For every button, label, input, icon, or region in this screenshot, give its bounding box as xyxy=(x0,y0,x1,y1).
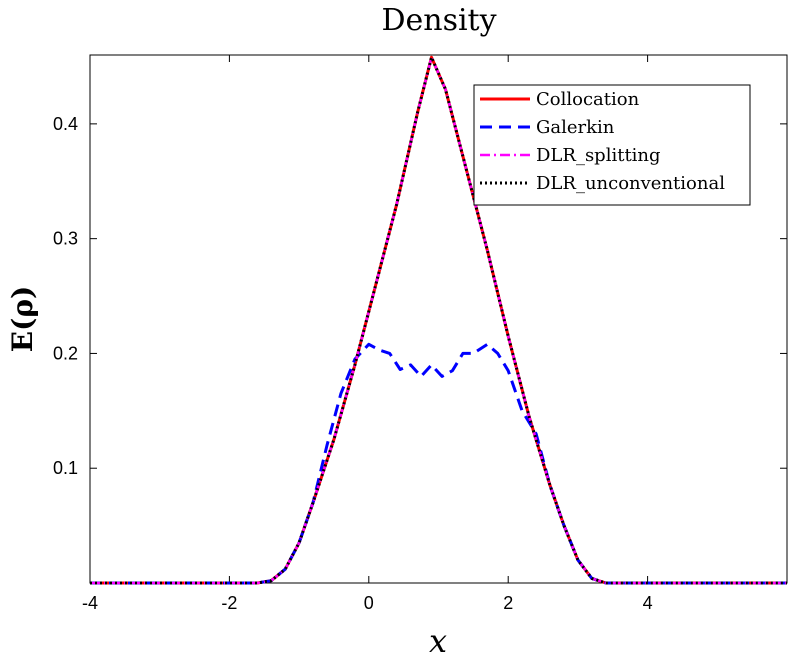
x-tick-label: 2 xyxy=(503,593,513,613)
axis-ticks: -4 -2 0 2 4 0.1 0.2 0.3 0.4 xyxy=(53,55,787,613)
y-tick-label: 0.4 xyxy=(53,114,78,134)
y-tick-label: 0.3 xyxy=(53,229,78,249)
legend-label-1: Galerkin xyxy=(536,117,615,138)
x-tick-label: 4 xyxy=(643,593,653,613)
y-tick-label: 0.2 xyxy=(53,343,78,363)
x-tick-label: -4 xyxy=(82,593,98,613)
legend-label-0: Collocation xyxy=(536,89,640,110)
x-axis-label: x xyxy=(429,622,447,660)
legend-label-3: DLR_unconventional xyxy=(536,173,725,194)
series-lines xyxy=(90,55,787,585)
series-line-1 xyxy=(90,342,787,585)
legend: Collocation Galerkin DLR_splitting DLR_unco… xyxy=(473,84,751,206)
y-axis-label: E(ρ) xyxy=(6,286,39,352)
plot-frame xyxy=(89,54,788,584)
x-tick-label: -2 xyxy=(221,593,237,613)
x-tick-label: 0 xyxy=(364,593,374,613)
legend-label-2: DLR_splitting xyxy=(536,145,661,166)
y-tick-label: 0.1 xyxy=(53,458,78,478)
legend-box xyxy=(473,84,751,206)
chart-title: Density xyxy=(381,3,496,38)
